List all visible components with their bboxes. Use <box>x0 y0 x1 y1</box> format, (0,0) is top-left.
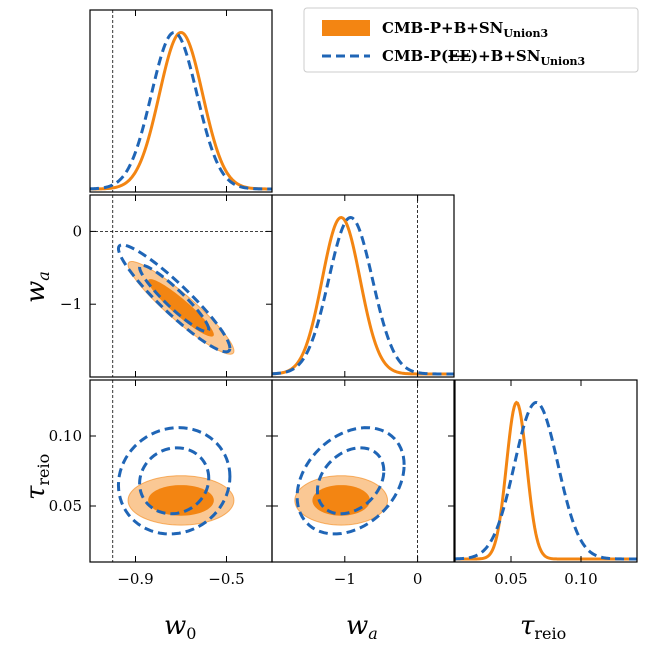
contour-1sigma-series-0 <box>312 485 370 516</box>
legend-frame <box>303 7 639 73</box>
panel-w0-tau_reio <box>116 426 235 536</box>
panel-frame <box>454 379 638 563</box>
xlabel-wa: wa <box>346 611 378 643</box>
contour-1sigma-series-0 <box>148 485 214 516</box>
contour-2sigma-series-1 <box>116 243 232 354</box>
marginal-wa-series-1 <box>272 215 454 376</box>
panel-tau_reio-tau_reio <box>455 400 637 561</box>
tick-label-tau_reio: 0.10 <box>564 570 597 588</box>
tick-label-tau_reio: 0.05 <box>494 570 527 588</box>
contour-2sigma-series-1 <box>116 426 232 536</box>
tick-label-tau_reio: 0.10 <box>49 427 82 445</box>
reference-lines <box>90 195 272 377</box>
marginal-tau_reio-series-1 <box>455 400 637 561</box>
contour-1sigma-series-1 <box>315 446 386 516</box>
tick-label-wa: −1 <box>334 570 356 588</box>
legend-entry-1: CMB-P+B+SNUnion3 <box>382 19 548 40</box>
xlabel-w0: w0 <box>164 611 196 643</box>
contour-2sigma-series-1 <box>295 426 406 536</box>
panel-frame <box>271 379 455 563</box>
legend-entry-2: CMB-P(EE)+B+SNUnion3 <box>382 47 585 68</box>
contour-1sigma-series-1 <box>138 446 211 516</box>
tick-label-w0: −0.9 <box>117 570 153 588</box>
tick-label-wa: −1 <box>60 295 82 313</box>
marginal-tau_reio-series-0 <box>455 400 637 561</box>
panel-w0-wa <box>116 243 235 355</box>
contour-1sigma-series-0 <box>148 279 214 337</box>
marginal-w0-series-1 <box>90 30 272 191</box>
panel-w0-w0 <box>90 30 272 191</box>
panel-frame <box>89 9 273 193</box>
xlabel-tau: τreio <box>520 611 566 643</box>
contour-1sigma-series-1 <box>138 263 211 334</box>
legend-swatch-filled <box>322 20 370 36</box>
tick-label-w0: −0.5 <box>208 570 244 588</box>
tick-label-wa: 0 <box>72 222 82 240</box>
ylabel-tau: τreio <box>21 454 53 500</box>
marginal-w0-series-0 <box>90 30 272 191</box>
panel-wa-wa <box>272 215 454 376</box>
panel-frame <box>89 379 273 563</box>
tick-label-tau_reio: 0.05 <box>49 497 82 515</box>
panel-frame <box>271 194 455 378</box>
legend: CMB-P+B+SNUnion3 CMB-P(EE)+B+SNUnion3 <box>303 7 639 73</box>
ylabel-wa: wa <box>21 271 53 303</box>
panel-wa-tau_reio <box>294 426 406 536</box>
panel-frame <box>89 194 273 378</box>
tick-label-wa: 0 <box>413 570 423 588</box>
